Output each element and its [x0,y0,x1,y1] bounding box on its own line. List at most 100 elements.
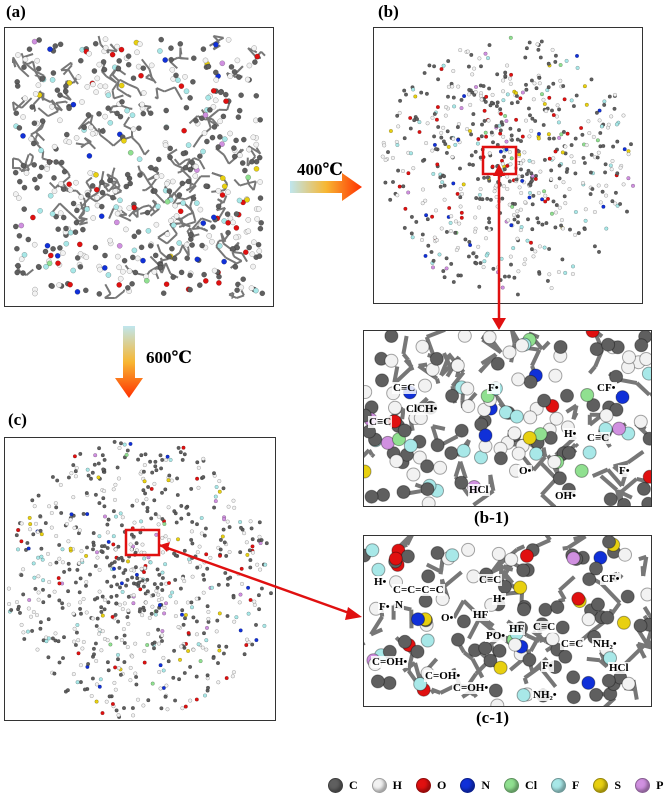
atom-h [58,180,64,187]
atom-h [84,610,89,615]
atom-h [201,130,208,136]
atom-f [641,366,651,381]
atom-h [141,703,146,708]
atom-h [626,152,631,157]
bond [160,262,167,274]
atom-h [137,41,143,47]
atom-o [210,87,217,94]
atom-s [364,464,372,479]
atom-c [566,690,581,705]
atom-f [31,561,36,566]
bond [191,217,203,230]
bond [123,135,134,141]
atom-c [580,132,585,137]
atom-c [99,544,105,549]
atom-c [257,607,262,612]
atom-c [256,253,263,260]
bond [186,229,190,233]
atom-c [258,219,265,226]
atom-h [129,568,134,573]
atom-c [403,92,409,97]
atom-h [549,177,554,182]
atom-p [163,601,169,606]
atom-h [596,150,601,155]
atom-c [140,110,147,117]
atom-c [458,273,463,278]
atom-c [189,600,194,605]
bond [79,212,86,219]
atom-f [403,438,418,453]
atom-c [183,104,190,111]
bond [123,124,133,131]
atom-h [550,47,555,52]
atom-c [152,252,159,259]
atom-h [245,217,252,223]
atom-c [190,55,197,62]
atom-c [13,110,20,117]
atom-c [538,55,543,60]
atom-f [615,203,620,208]
bond [562,545,569,551]
atom-c [442,174,447,179]
atom-c [211,471,217,476]
atom-h [68,517,73,522]
atom-h [248,519,253,524]
atom-h [148,62,155,69]
atom-c [555,620,570,635]
atom-c [602,102,607,107]
atom-cl [483,130,488,135]
atom-h [126,621,131,626]
atom-c [93,492,98,497]
atom-h [119,638,124,643]
atom-h [451,68,456,74]
atom-c [121,706,127,711]
atom-h [20,114,26,120]
atom-f [221,136,228,142]
atom-f [157,48,163,54]
atom-n [432,142,437,147]
atom-h [192,173,199,179]
atom-c [43,521,48,526]
atom-h [239,581,245,586]
atom-s [221,183,228,190]
atom-h [610,158,615,164]
atom-h [246,146,252,153]
atom-h [54,533,59,539]
atom-h [545,632,560,646]
atom-c [147,242,154,249]
atom-n [210,214,217,221]
atom-h [501,184,506,189]
atom-o [165,546,170,551]
atom-c [463,237,468,242]
atom-c [589,77,594,82]
atom-c [560,388,574,403]
heating-arrow-600 [115,326,143,398]
atom-p [94,550,100,555]
atom-h [487,151,492,156]
atom-h [89,130,96,137]
legend-item-o: O [416,778,446,793]
atom-c [109,584,114,589]
atom-c [92,244,99,251]
atom-o [543,199,548,204]
atom-c [67,567,72,572]
bond [180,168,192,179]
bond [110,185,121,191]
atom-o [116,282,123,288]
atom-c [441,269,446,274]
atom-c [523,82,529,87]
atom-h [252,599,257,604]
atom-h [490,92,495,97]
atom-c [74,630,79,635]
atom-h [94,194,100,201]
atom-f [213,494,218,499]
atom-h [14,600,20,605]
atom-c [607,94,612,99]
atom-n [238,628,243,633]
atom-h [79,558,84,563]
legend-label-f: F [572,778,580,792]
atom-f [85,467,90,472]
atom-o [551,113,556,118]
atom-h [169,478,174,483]
atom-c [573,136,578,141]
